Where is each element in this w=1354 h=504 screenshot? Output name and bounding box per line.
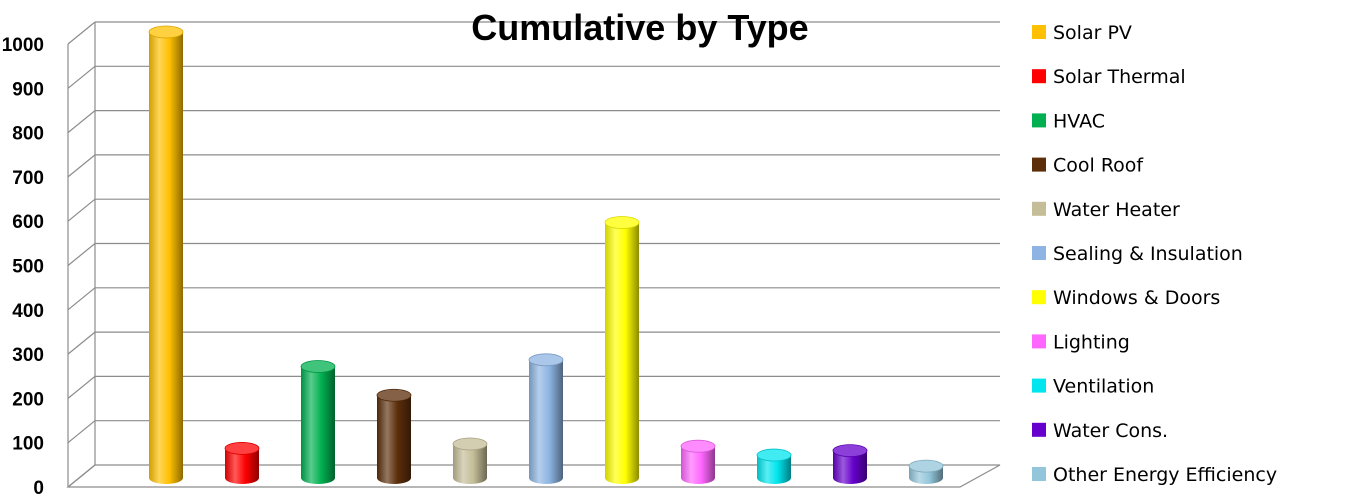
legend-item: HVAC (1032, 110, 1105, 132)
legend-label: Water Cons. (1053, 420, 1168, 442)
legend-swatch (1032, 25, 1046, 39)
bar (148, 25, 184, 484)
bar (376, 388, 412, 484)
legend-item: Water Cons. (1032, 420, 1168, 442)
legend-swatch (1032, 69, 1046, 84)
legend-label: Solar Thermal (1053, 66, 1186, 88)
chart-title: Cumulative by Type (471, 7, 808, 48)
bar (224, 442, 260, 484)
y-tick-label: 400 (12, 301, 44, 322)
gridline (67, 198, 1000, 222)
legend-label: Solar PV (1053, 22, 1132, 44)
legend-label: Windows & Doors (1053, 287, 1220, 309)
legend-label: Ventilation (1053, 376, 1154, 398)
legend-swatch (1032, 378, 1046, 393)
y-tick-label: 500 (12, 257, 44, 278)
legend-label: Sealing & Insulation (1053, 243, 1243, 265)
legend-item: Solar Thermal (1032, 66, 1186, 88)
legend-label: Cool Roof (1053, 155, 1144, 177)
gridline (67, 242, 1000, 266)
bar (300, 360, 336, 484)
bar (528, 353, 564, 484)
y-tick-label: 800 (12, 124, 44, 145)
legend-swatch (1032, 467, 1046, 481)
legend-item: Solar PV (1032, 22, 1132, 44)
legend-item: Windows & Doors (1032, 287, 1220, 309)
gridline (67, 154, 1000, 178)
legend-item: Other Energy Efficiency (1032, 464, 1277, 486)
legend-swatch (1032, 246, 1046, 260)
legend-item: Water Heater (1032, 199, 1180, 221)
gridline (67, 287, 1000, 311)
y-tick-label: 900 (12, 79, 44, 100)
gridline (67, 464, 96, 488)
legend-swatch (1032, 334, 1046, 349)
legend-label: HVAC (1053, 110, 1105, 132)
legend-swatch (1032, 290, 1046, 305)
legend-swatch (1032, 422, 1046, 437)
bar (452, 437, 488, 484)
gridline (67, 331, 1000, 355)
gridline (67, 65, 1000, 89)
legend-swatch (1032, 157, 1046, 172)
y-tick-label: 300 (12, 345, 44, 366)
legend-label: Lighting (1053, 331, 1130, 353)
legend-item: Cool Roof (1032, 155, 1144, 177)
legend-item: Sealing & Insulation (1032, 243, 1243, 265)
bar (680, 439, 716, 484)
y-tick-label: 700 (12, 168, 44, 189)
bar (604, 216, 640, 485)
y-tick-label: 1000 (2, 35, 44, 56)
legend-label: Other Energy Efficiency (1053, 464, 1277, 486)
gridline (67, 109, 1000, 134)
bar (832, 444, 868, 484)
bar (908, 459, 944, 484)
chart-bars (148, 25, 944, 485)
legend-swatch (1032, 113, 1046, 128)
y-tick-label: 600 (12, 212, 44, 233)
chart-legend: Solar PV Solar Thermal HVAC Cool Roof Water … (1032, 22, 1277, 486)
legend-item: Lighting (1032, 331, 1130, 353)
legend-label: Water Heater (1053, 199, 1180, 221)
y-axis-ticks: 0 100 200 300 400 500 600 700 800 900 1000 (2, 35, 44, 499)
y-tick-label: 0 (33, 478, 44, 499)
legend-item: Ventilation (1032, 376, 1154, 398)
gridline (67, 21, 1000, 45)
legend-swatch (1032, 201, 1046, 216)
bar (756, 448, 792, 484)
y-tick-label: 100 (12, 434, 44, 455)
y-tick-label: 200 (12, 389, 44, 410)
